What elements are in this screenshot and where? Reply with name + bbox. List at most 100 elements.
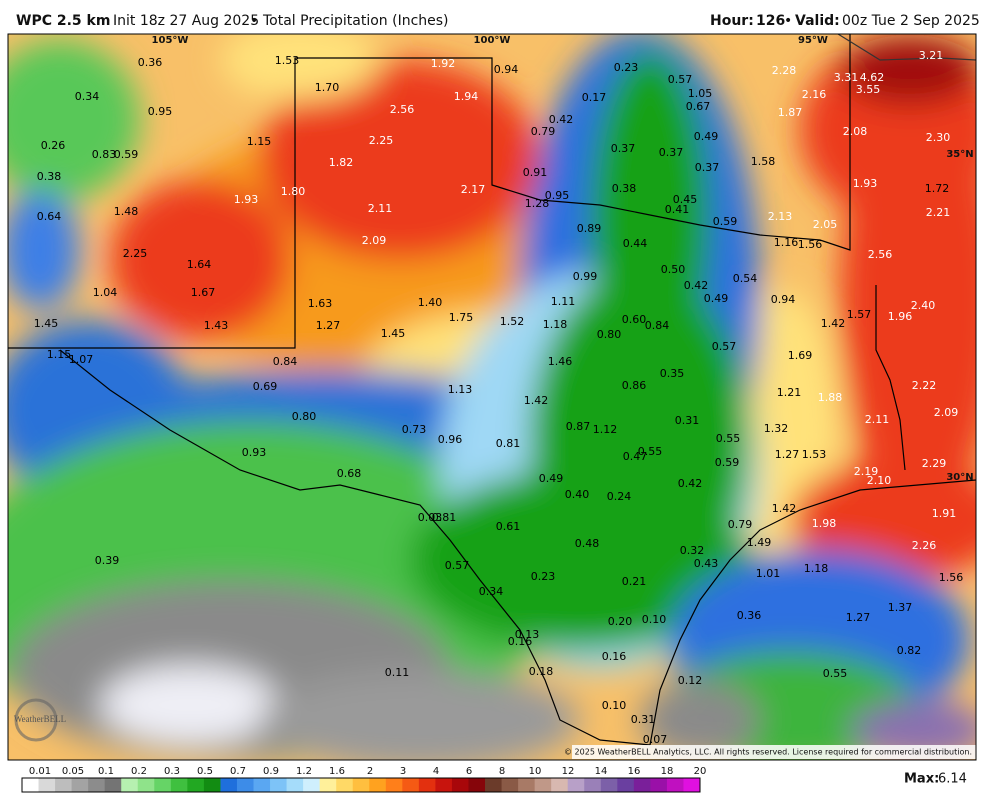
legend-swatch: [435, 778, 453, 792]
precip-value: 0.48: [575, 537, 600, 550]
precip-value: 1.01: [756, 567, 781, 580]
precip-value: 1.37: [888, 601, 913, 614]
model-name: WPC 2.5 km: [16, 13, 110, 29]
precip-value: 0.31: [631, 713, 656, 726]
separator: •: [250, 13, 258, 29]
precip-value: 0.40: [565, 488, 590, 501]
precip-value: 0.24: [607, 490, 632, 503]
legend-tick-label: 0.5: [197, 766, 213, 777]
precip-value: 1.12: [593, 423, 618, 436]
precip-value: 0.34: [479, 585, 504, 598]
precip-value: 1.57: [847, 308, 872, 321]
legend-swatch: [683, 778, 701, 792]
precip-value: 1.53: [802, 448, 827, 461]
precip-area: [110, 180, 290, 340]
precip-area: [790, 460, 976, 580]
legend-swatch: [187, 778, 205, 792]
precip-value: 1.93: [853, 177, 878, 190]
precip-value: 0.59: [114, 148, 139, 161]
precip-value: 0.89: [577, 222, 602, 235]
precip-value: 0.69: [253, 380, 278, 393]
precip-area: [840, 35, 976, 105]
precip-value: 2.26: [912, 539, 937, 552]
precip-value: 0.10: [642, 613, 667, 626]
legend-swatch: [303, 778, 321, 792]
precip-value: 0.11: [385, 666, 410, 679]
precip-value: 0.55: [638, 445, 663, 458]
precip-value: 0.73: [402, 423, 427, 436]
precip-value: 1.52: [500, 315, 525, 328]
precip-value: 1.13: [448, 383, 473, 396]
product-name: Total Precipitation (Inches): [262, 13, 449, 29]
precip-value: 1.96: [888, 310, 913, 323]
precip-value: 1.88: [818, 391, 843, 404]
precip-area: [8, 190, 80, 310]
legend-swatch: [551, 778, 569, 792]
legend-swatch: [352, 778, 370, 792]
precip-value: 1.58: [751, 155, 776, 168]
legend-swatch: [369, 778, 387, 792]
precip-value: 0.32: [680, 544, 705, 557]
precip-value: 1.11: [551, 295, 576, 308]
grid-label: 35°N: [946, 149, 973, 160]
precip-value: 1.27: [846, 611, 871, 624]
precip-value: 1.18: [804, 562, 829, 575]
legend-swatch: [385, 778, 403, 792]
legend-tick-label: 0.9: [263, 766, 279, 777]
legend: 0.01 0.05 0.1 0.2 0.3 0.5 0.7 0.9 1.2 1.6 2 3 4 6 8 10 1…: [21, 766, 707, 793]
legend-swatch: [451, 778, 469, 792]
precip-value: 1.56: [798, 238, 823, 251]
legend-tick-label: 20: [694, 766, 707, 777]
precip-value: 1.05: [688, 87, 713, 100]
precip-value: 0.12: [678, 674, 703, 687]
precip-value: 1.48: [114, 205, 139, 218]
precip-value: 0.03: [418, 511, 443, 524]
precip-value: 0.94: [771, 293, 796, 306]
legend-tick-label: 0.1: [98, 766, 114, 777]
legend-tick-label: 8: [499, 766, 505, 777]
precip-value: 1.49: [747, 536, 772, 549]
precip-value: 2.10: [867, 474, 892, 487]
precip-value: 1.07: [69, 353, 94, 366]
precip-value: 1.94: [454, 90, 479, 103]
legend-swatch: [319, 778, 337, 792]
legend-swatch: [71, 778, 89, 792]
legend-swatch: [203, 778, 221, 792]
precip-value: 0.57: [668, 73, 693, 86]
legend-swatch: [468, 778, 486, 792]
precip-value: 1.15: [247, 135, 272, 148]
precip-value: 0.38: [37, 170, 62, 183]
legend-swatch: [236, 778, 255, 792]
precip-value: 0.31: [675, 414, 700, 427]
precip-value: 2.30: [926, 131, 951, 144]
precip-labels: 105°W 100°W 95°W 35°N 30°N 0.36 1.53 1.92 0.94 0.…: [34, 35, 974, 746]
precip-value: 2.22: [912, 379, 937, 392]
legend-swatch: [534, 778, 552, 792]
precip-value: 3.55: [856, 83, 881, 96]
max-label: Max:: [904, 772, 939, 787]
precip-value: 0.57: [445, 559, 470, 572]
precip-value: 0.38: [612, 182, 637, 195]
precip-value: 0.55: [716, 432, 741, 445]
precip-value: 0.87: [566, 420, 591, 433]
max-value: 6.14: [938, 772, 967, 787]
precip-value: 0.80: [292, 410, 317, 423]
precip-value: 1.45: [34, 317, 59, 330]
precip-value: 0.36: [138, 56, 163, 69]
precip-value: 0.49: [539, 472, 564, 485]
precip-value: 0.16: [602, 650, 627, 663]
precip-value: 2.16: [802, 88, 827, 101]
precip-value: 0.34: [75, 90, 100, 103]
precip-value: 0.18: [529, 665, 554, 678]
precip-value: 0.60: [622, 313, 647, 326]
precip-area: [260, 670, 580, 760]
legend-swatch: [650, 778, 668, 792]
legend-swatch: [600, 778, 618, 792]
precip-value: 0.83: [92, 148, 117, 161]
precip-value: 1.04: [93, 286, 118, 299]
precip-value: 0.79: [728, 518, 753, 531]
legend-tick-label: 0.05: [62, 766, 84, 777]
legend-swatch: [137, 778, 155, 792]
